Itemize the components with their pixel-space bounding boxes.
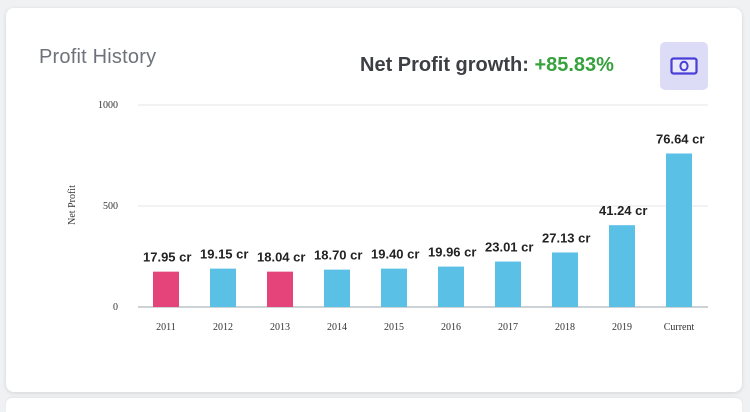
bar-2015 [381, 268, 407, 307]
x-tick-label: 2017 [498, 322, 518, 333]
bar-2013 [267, 271, 293, 307]
data-label: 18.04 cr [257, 250, 305, 265]
y-axis-title: Net Profit [67, 185, 78, 225]
bar-2016 [438, 266, 464, 307]
bar-2014 [324, 269, 350, 307]
data-label: 27.13 cr [542, 230, 590, 245]
x-tick-label: 2012 [213, 322, 233, 333]
bar-current [666, 153, 692, 307]
data-label: 23.01 cr [485, 240, 533, 255]
data-label: 41.24 cr [599, 203, 647, 218]
x-tick-label: 2019 [612, 322, 632, 333]
y-tick-label: 0 [113, 302, 118, 313]
bar-2019 [609, 225, 635, 307]
profit-history-card: Profit History Net Profit growth: +85.83… [6, 8, 742, 392]
money-bill-icon [670, 57, 698, 75]
money-bill-button[interactable] [660, 42, 708, 90]
y-tick-label: 500 [103, 201, 118, 212]
growth-label: Net Profit growth: [360, 54, 529, 76]
x-tick-label: 2016 [441, 322, 461, 333]
data-label: 76.64 cr [656, 131, 704, 146]
bar-2017 [495, 261, 521, 307]
data-label: 17.95 cr [143, 250, 191, 265]
data-label: 19.40 cr [371, 247, 419, 262]
bar-2012 [210, 268, 236, 307]
net-profit-growth: Net Profit growth: +85.83% [360, 54, 614, 77]
y-tick-label: 1000 [98, 100, 118, 111]
bar-2018 [552, 252, 578, 307]
data-label: 19.96 cr [428, 245, 476, 260]
growth-value: +85.83% [534, 54, 614, 76]
bar-2011 [153, 271, 179, 307]
x-tick-label: 2013 [270, 322, 290, 333]
card-title: Profit History [39, 46, 157, 68]
data-label: 19.15 cr [200, 247, 248, 262]
x-tick-label: 2014 [327, 322, 347, 333]
x-tick-label: 2011 [156, 322, 176, 333]
data-label: 18.70 cr [314, 248, 362, 263]
x-tick-label: 2015 [384, 322, 404, 333]
x-tick-label: Current [664, 322, 695, 333]
x-tick-label: 2018 [555, 322, 575, 333]
